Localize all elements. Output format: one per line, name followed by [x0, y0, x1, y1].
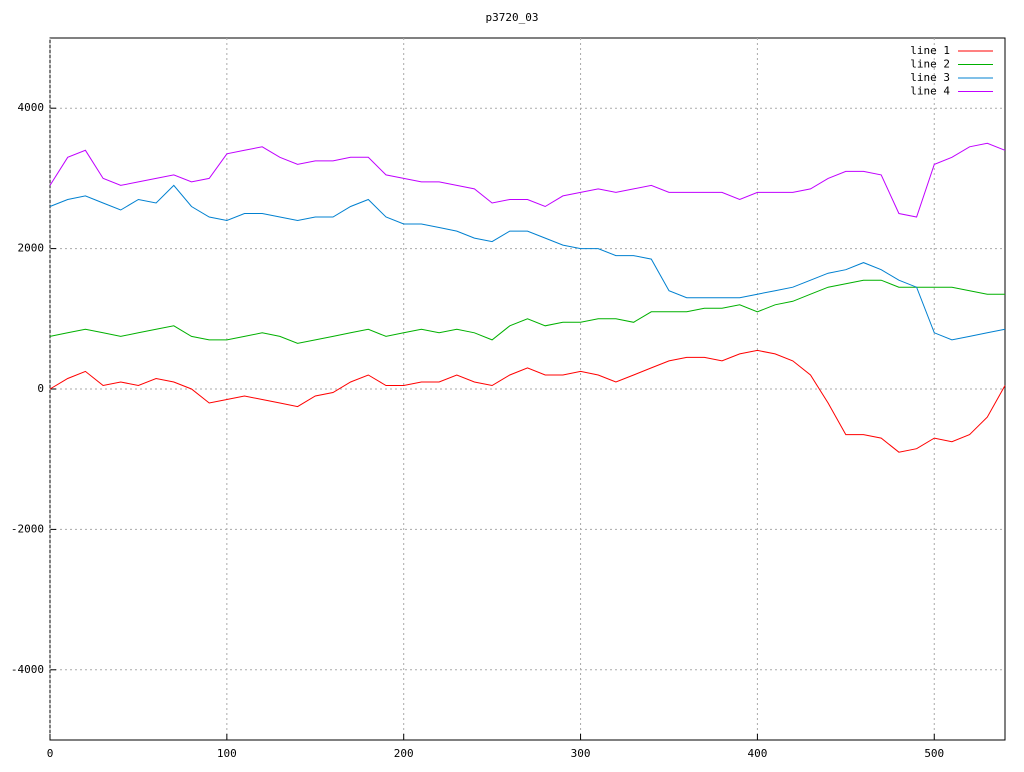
- x-tick-label: 0: [47, 747, 54, 760]
- x-tick-label: 100: [217, 747, 237, 760]
- y-tick-label: -2000: [11, 522, 44, 535]
- data-line: [49, 279, 1005, 344]
- y-tick-label: -4000: [11, 663, 44, 676]
- x-tick-label: 300: [571, 747, 591, 760]
- x-tick-label: 500: [924, 747, 944, 760]
- y-tick-label: 2000: [18, 242, 45, 255]
- legend-label: line 1: [910, 44, 950, 57]
- x-tick-label: 200: [394, 747, 414, 760]
- chart-title: p3720_03: [486, 11, 539, 24]
- y-tick-label: 4000: [18, 101, 45, 114]
- data-line: [49, 142, 1006, 218]
- legend-label: line 2: [910, 58, 950, 71]
- legend-label: line 3: [910, 71, 950, 84]
- legend-label: line 4: [910, 85, 950, 98]
- data-line: [49, 184, 1006, 341]
- x-tick-label: 400: [747, 747, 767, 760]
- data-line: [49, 349, 1006, 453]
- y-tick-label: 0: [37, 382, 44, 395]
